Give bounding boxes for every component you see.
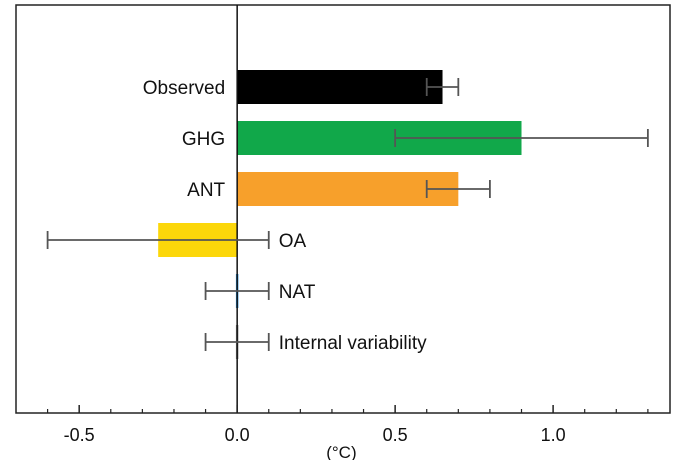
category-label-ant: ANT (187, 180, 225, 201)
bar-ant (237, 172, 459, 206)
x-tick-label: 1.0 (541, 425, 566, 445)
category-label-internal-variability: Internal variability (279, 333, 427, 354)
x-tick-label: -0.5 (64, 425, 95, 445)
error-bars-layer (46, 78, 649, 351)
error-bar-ghg (394, 129, 649, 147)
error-bar-nat (204, 282, 270, 300)
x-axis-ticks: -0.5 0.0 0.5 1.0 (46, 405, 649, 445)
error-bar-oa (46, 231, 270, 249)
x-axis-label: (°C) (326, 443, 356, 460)
plot-frame (15, 4, 671, 414)
x-tick-label: 0.5 (383, 425, 408, 445)
category-label-observed: Observed (143, 78, 225, 99)
error-bar-ant (425, 180, 491, 198)
bars-layer (158, 70, 522, 359)
error-bar-internal-variability (204, 333, 270, 351)
bar-observed (237, 70, 443, 104)
category-label-ghg: GHG (182, 129, 225, 150)
category-label-nat: NAT (279, 282, 316, 303)
category-label-oa: OA (279, 231, 307, 252)
error-bar-observed (425, 78, 460, 96)
category-labels: Observed GHG ANT OA NAT Internal variability (143, 78, 427, 354)
x-tick-label: 0.0 (225, 425, 250, 445)
